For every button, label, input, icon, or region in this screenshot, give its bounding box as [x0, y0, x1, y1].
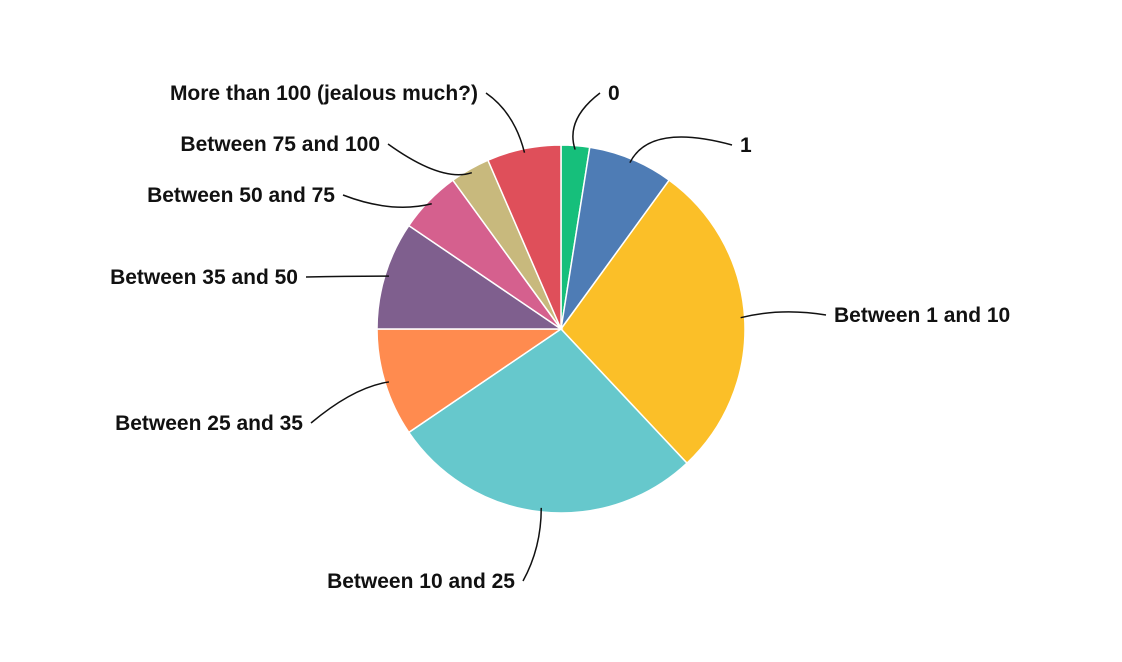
leader-line — [485, 92, 526, 153]
slice-label: Between 25 and 35 — [115, 412, 303, 435]
slice-labels: 0 1 Between 1 and 10 Between 10 and 25 Betwe… — [110, 82, 1010, 593]
leader-line — [522, 507, 542, 582]
slice-label: Between 75 and 100 — [180, 133, 380, 156]
slice-label: 0 — [608, 82, 620, 105]
leader-line — [740, 311, 827, 319]
leader-line — [572, 92, 601, 150]
slice-label: 1 — [740, 134, 752, 157]
slice-label: Between 10 and 25 — [327, 570, 515, 593]
leader-line — [629, 136, 733, 164]
leader-line — [342, 194, 432, 208]
pie-slice — [376, 224, 564, 330]
leader-line — [305, 275, 389, 278]
leader-lines — [305, 92, 827, 582]
slice-label: Between 35 and 50 — [110, 266, 298, 289]
slice-label: Between 1 and 10 — [834, 304, 1010, 327]
slice-label: Between 50 and 75 — [147, 184, 335, 207]
slice-label: More than 100 (jealous much?) — [170, 82, 478, 105]
pie-slices — [376, 144, 746, 514]
leader-line — [387, 143, 473, 176]
leader-line — [310, 381, 390, 424]
